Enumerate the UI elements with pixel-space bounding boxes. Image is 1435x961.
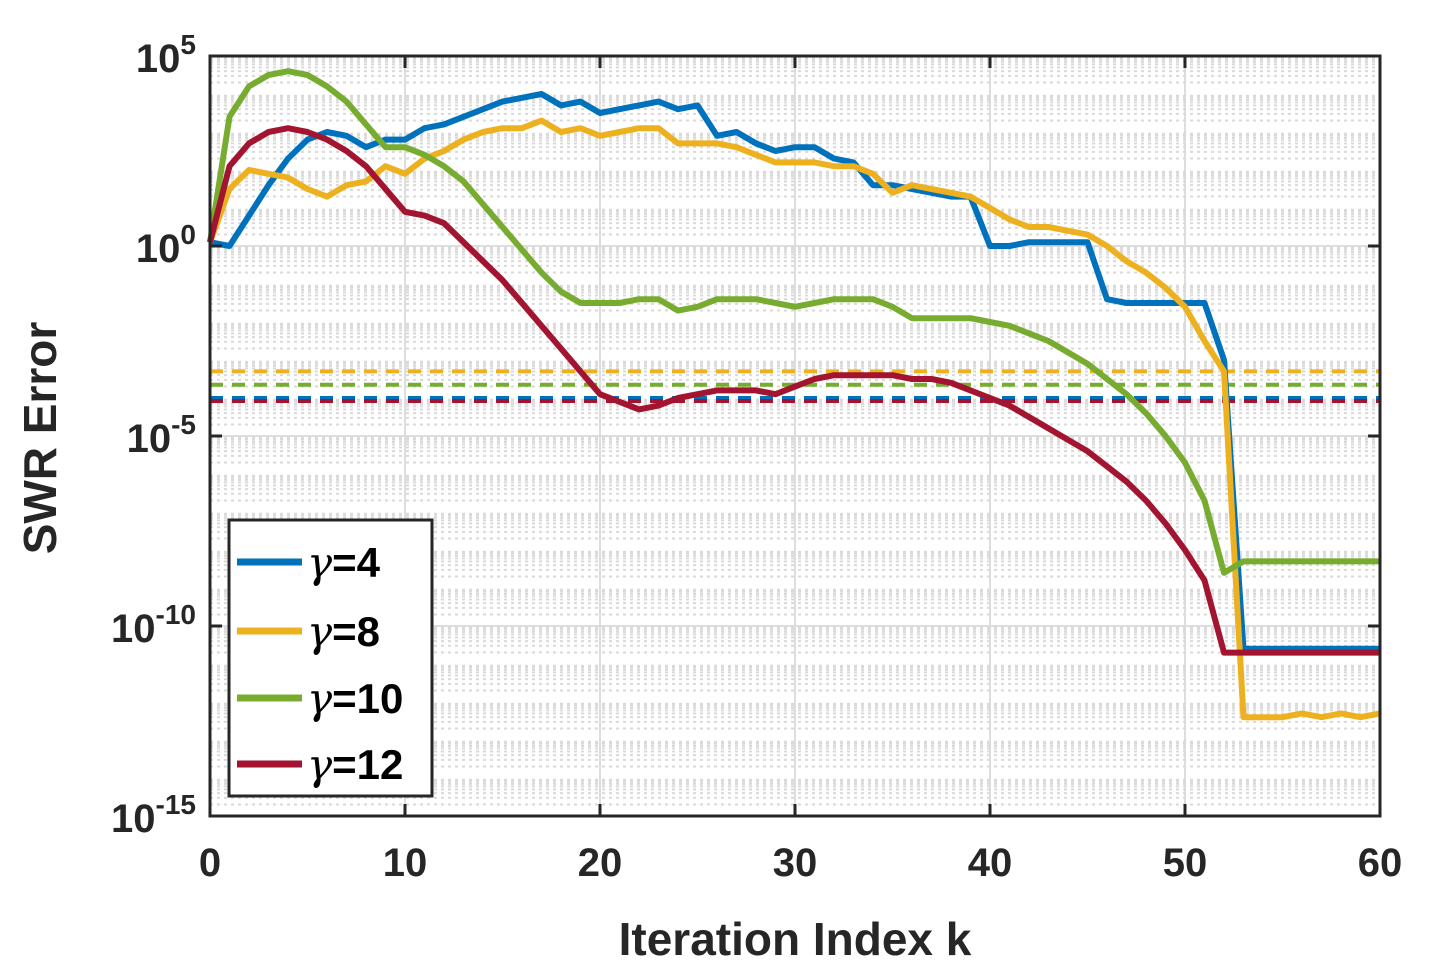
- y-tick-label: 10-15: [111, 789, 196, 841]
- x-tick-label: 20: [578, 841, 623, 885]
- y-axis-ticks: 10-15 10-10 10-5 100 105: [111, 29, 1380, 841]
- x-tick-label: 30: [773, 841, 818, 885]
- series-line: [207, 125, 1380, 656]
- legend: γ=4 γ=8 γ=10 γ=12: [227, 518, 434, 798]
- y-tick-label: 105: [136, 29, 196, 81]
- series-line: [207, 117, 1381, 721]
- legend-label: γ=8: [307, 607, 380, 656]
- legend-label: γ=12: [307, 740, 403, 789]
- x-axis-title: Iteration Index k: [619, 913, 972, 961]
- y-axis-title: SWR Error: [14, 322, 66, 555]
- series-line: [207, 68, 1380, 576]
- series-lines: [207, 68, 1381, 721]
- x-tick-label: 40: [968, 841, 1013, 885]
- x-tick-label: 60: [1358, 841, 1403, 885]
- legend-box: [227, 518, 434, 798]
- y-tick-label: 100: [136, 219, 196, 271]
- y-tick-label: 10-10: [111, 599, 196, 651]
- x-axis-ticks: 0 10 20 30 40 50 60: [199, 56, 1402, 885]
- x-tick-label: 50: [1163, 841, 1208, 885]
- y-tick-label: 10-5: [127, 409, 196, 461]
- x-tick-label: 10: [383, 841, 428, 885]
- legend-label: γ=10: [307, 674, 403, 723]
- legend-label: γ=4: [307, 538, 381, 587]
- x-tick-label: 0: [199, 841, 221, 885]
